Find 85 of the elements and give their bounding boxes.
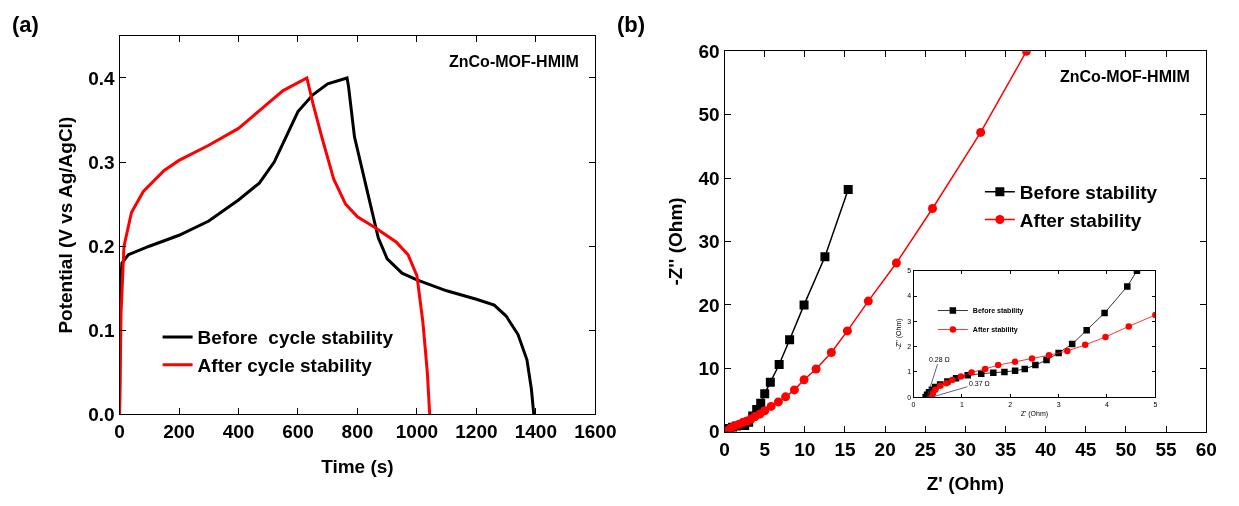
x-tick-label: 30: [954, 438, 976, 460]
point: [1001, 368, 1008, 376]
point: [1083, 326, 1090, 334]
x-tick-label: 200: [163, 421, 195, 443]
x-tick-label: 45: [1075, 438, 1097, 460]
point: [1032, 361, 1039, 369]
x-tick-label: 55: [1155, 438, 1178, 460]
point: [820, 252, 830, 262]
x-tick-label: 35: [994, 438, 1017, 460]
point: [843, 184, 853, 194]
point: [957, 373, 965, 380]
point: [1011, 367, 1019, 374]
point: [990, 369, 997, 376]
point: [1124, 283, 1131, 290]
y-tick-label: 20: [698, 294, 720, 316]
x-tick-label: 50: [1115, 438, 1137, 460]
point: [863, 296, 873, 306]
point: [789, 385, 799, 395]
point: [928, 204, 937, 213]
y-tick-label: 10: [698, 357, 720, 379]
x-tick-label: 5: [759, 438, 771, 460]
y-tick-label: 0.0: [88, 404, 115, 426]
x-tick-label: 800: [341, 421, 374, 443]
point: [1043, 356, 1050, 364]
x-tick-label: 600: [282, 421, 314, 443]
y-tick-label: 0.2: [88, 235, 115, 257]
point: [765, 377, 775, 387]
point: [1011, 358, 1019, 366]
y-tick-label: 0.1: [88, 320, 116, 341]
x-tick-label: 1000: [395, 421, 439, 443]
x-axis-title: Time (s): [321, 456, 394, 478]
point: [976, 127, 986, 137]
x-tick-label: 15: [834, 438, 856, 460]
y-tick-label: 30: [698, 231, 720, 253]
point: [1125, 323, 1132, 330]
legend-label: After cycle stability: [197, 355, 373, 377]
point: [1102, 333, 1109, 341]
point: [1064, 347, 1071, 355]
y-axis-title: Potential (V vs Ag/AgCl): [55, 116, 77, 334]
legend-label: After stability: [1019, 209, 1142, 231]
y-axis-title: -Z'' (Ohm): [665, 197, 687, 286]
x-tick-label: 60: [1195, 438, 1217, 460]
x-tick-label: 10: [794, 438, 816, 460]
point: [760, 389, 770, 399]
point: [756, 398, 766, 408]
point: [842, 326, 852, 336]
point: [826, 347, 836, 357]
x-tick-label: 20: [874, 438, 896, 460]
point: [1045, 351, 1053, 359]
text: ZnCo-MOF-HMIM: [449, 53, 579, 70]
point: [948, 376, 956, 384]
y-tick-label: 40: [698, 167, 720, 189]
y-tick-label: 60: [698, 40, 720, 62]
y-tick-label: 0.3: [88, 151, 115, 173]
legend-label: Before stability: [1019, 182, 1158, 204]
x-tick-label: 1200: [455, 421, 498, 443]
point: [981, 365, 989, 373]
point: [799, 300, 809, 310]
x-tick-label: 25: [914, 438, 937, 460]
point: [760, 406, 770, 416]
point: [799, 375, 809, 385]
x-tick-label: 1600: [574, 421, 617, 443]
point: [1081, 341, 1089, 349]
x-tick-label: 40: [1035, 438, 1057, 460]
point: [1028, 355, 1036, 362]
line-series: [119, 76, 432, 415]
point: [994, 361, 1002, 369]
text: (a): [12, 12, 39, 37]
point: [811, 364, 821, 374]
legend-label: Before cycle stability: [197, 327, 394, 349]
point: [968, 369, 975, 376]
x-axis-title: Z' (Ohm): [926, 473, 1005, 495]
text: ZnCo-MOF-HMIM: [1060, 68, 1190, 85]
y-tick-label: 0.4: [88, 67, 116, 89]
x-tick-label: 1400: [514, 421, 558, 443]
point: [891, 258, 901, 268]
text: (b): [617, 12, 646, 37]
y-tick-label: 50: [698, 104, 720, 126]
point: [785, 335, 795, 345]
point: [766, 401, 776, 411]
point: [773, 397, 783, 407]
point: [781, 392, 791, 402]
point: [1101, 309, 1108, 317]
point: [774, 360, 784, 370]
x-tick-label: 400: [222, 421, 255, 443]
